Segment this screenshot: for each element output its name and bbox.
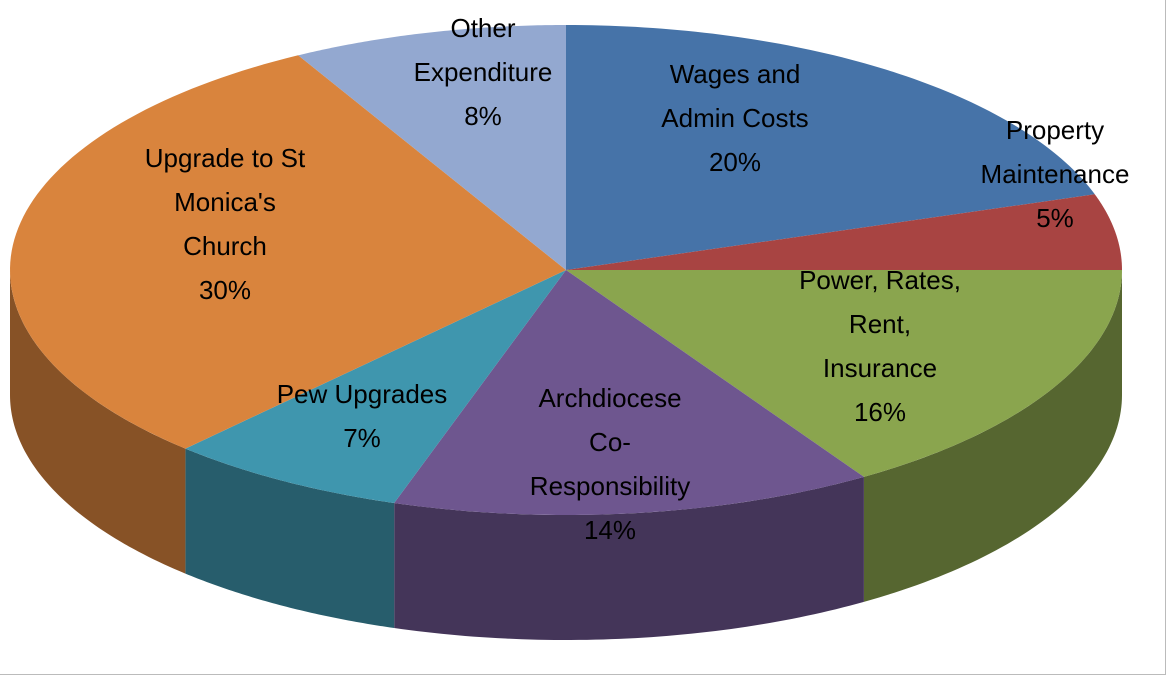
slice-label: Other Expenditure 8% (388, 6, 578, 138)
slice-label: Upgrade to St Monica's Church 30% (140, 136, 310, 312)
pie-side (185, 448, 395, 629)
slice-percent: 30% (198, 275, 252, 305)
pie-slice (185, 270, 566, 504)
slice-percent: 16% (853, 397, 907, 427)
slice-label: Power, Rates, Rent, Insurance 16% (793, 258, 968, 434)
pie-side (394, 476, 864, 640)
pie-slice (566, 25, 1095, 270)
pie-slice (566, 270, 1122, 477)
pie-slice (566, 194, 1122, 270)
slice-name: Property Maintenance (980, 115, 1130, 189)
slice-name: Other Expenditure (413, 13, 553, 87)
pie-side (863, 270, 1122, 602)
slice-label: Pew Upgrades 7% (242, 372, 482, 460)
slice-percent: 7% (343, 423, 381, 453)
slice-label: Wages and Admin Costs 20% (635, 52, 835, 184)
slice-name: Power, Rates, Rent, Insurance (799, 265, 961, 383)
slice-label: Archdiocese Co-Responsibility 14% (523, 376, 698, 552)
pie-slice (394, 270, 864, 515)
slice-percent: 14% (583, 515, 637, 545)
slice-name: Archdiocese Co-Responsibility (529, 383, 691, 501)
pie-slice (298, 25, 566, 270)
pie-slice (10, 55, 566, 449)
slice-name: Upgrade to St Monica's Church (144, 143, 306, 261)
pie-side (10, 270, 186, 574)
slice-percent: 8% (464, 101, 502, 131)
slice-percent: 5% (1036, 203, 1074, 233)
slice-label: Property Maintenance 5% (960, 108, 1150, 240)
slice-name: Wages and Admin Costs (661, 59, 809, 133)
slice-name: Pew Upgrades (276, 379, 448, 409)
slice-percent: 20% (708, 147, 762, 177)
